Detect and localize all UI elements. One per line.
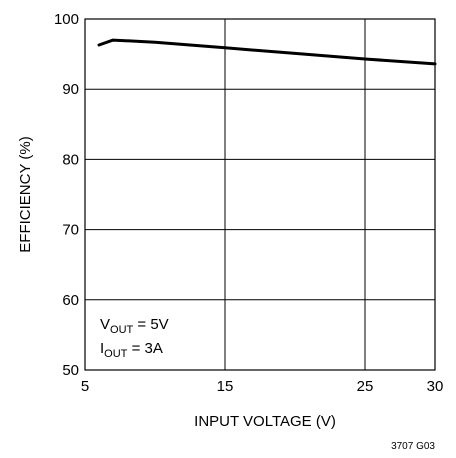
plot-frame (84, 18, 436, 371)
y-tick-label: 100 (54, 11, 79, 28)
y-tick-label: 50 (62, 362, 79, 379)
annotation-block: VOUT = 5V IOUT = 3A (100, 316, 169, 360)
grid-lines (85, 19, 435, 370)
y-axis-title: EFFICIENCY (%) (17, 136, 34, 252)
y-tick-label: 80 (62, 151, 79, 168)
x-tick-label: 25 (357, 378, 374, 395)
tick-labels: 50 60 70 80 90 100 5 15 25 30 (54, 11, 443, 395)
efficiency-curve (97, 38, 437, 66)
annotation-iout: IOUT = 3A (100, 340, 163, 360)
y-tick-label: 70 (62, 222, 79, 239)
y-tick-label: 90 (62, 81, 79, 98)
annotation-vout-rest: = 5V (133, 316, 168, 333)
x-tick-label: 30 (427, 378, 444, 395)
figure-id: 3707 G03 (391, 441, 435, 452)
x-axis-title: INPUT VOLTAGE (V) (194, 413, 336, 430)
annotation-vout: VOUT = 5V (100, 316, 169, 336)
annotation-vout-main: V (100, 316, 110, 333)
annotation-vout-sub: OUT (110, 324, 134, 336)
series-layer (97, 38, 437, 66)
x-tick-label: 15 (217, 378, 234, 395)
annotation-iout-main: I (100, 340, 104, 357)
annotation-iout-sub: OUT (104, 348, 128, 360)
annotation-iout-rest: = 3A (127, 340, 162, 357)
y-tick-label: 60 (62, 292, 79, 309)
x-tick-label: 5 (81, 378, 89, 395)
